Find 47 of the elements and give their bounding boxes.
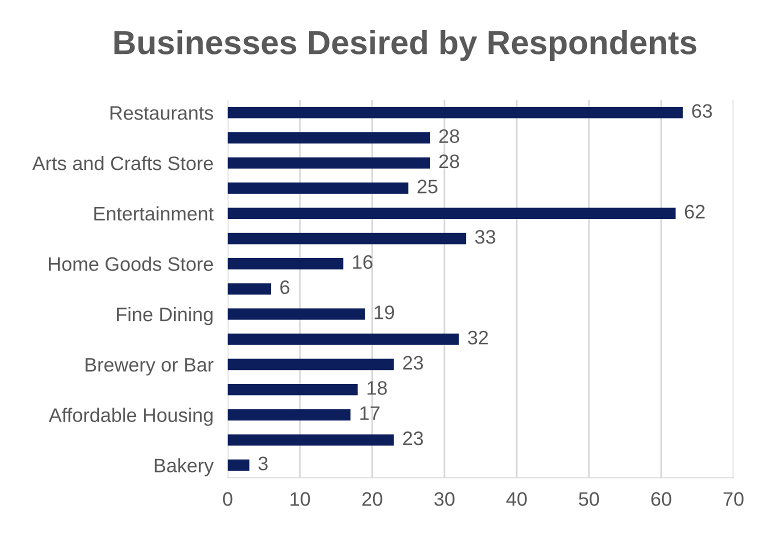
data-label: 33 — [475, 230, 496, 244]
data-label: 17 — [360, 406, 380, 420]
bar — [228, 208, 676, 220]
bar — [228, 434, 394, 446]
data-label: 3 — [258, 456, 268, 470]
y-tick-label: Entertainment — [94, 206, 214, 221]
x-tick-label: 60 — [651, 492, 672, 506]
chart-title: Businesses Desired by Respondents — [114, 30, 696, 62]
data-label: 23 — [403, 431, 423, 446]
x-tick-label: 40 — [506, 492, 527, 506]
bar — [228, 106, 683, 118]
bar — [228, 334, 459, 345]
data-label: 28 — [439, 129, 460, 144]
bar — [228, 460, 250, 471]
x-tick-label: 20 — [362, 492, 382, 506]
bar — [228, 358, 394, 370]
bar — [228, 308, 365, 320]
data-label: 6 — [280, 280, 290, 294]
y-tick-label: Arts and Crafts Store — [32, 156, 213, 170]
bar — [228, 384, 358, 396]
x-tick-label: 70 — [724, 492, 744, 506]
y-tick-label: Restaurants — [110, 106, 214, 120]
data-label: 18 — [368, 381, 387, 395]
bar — [228, 283, 272, 295]
bar — [228, 132, 430, 144]
data-label: 25 — [418, 180, 438, 194]
data-label: 63 — [692, 104, 712, 118]
y-tick-label: Brewery or Bar — [86, 358, 214, 376]
data-label: 62 — [684, 204, 705, 219]
data-label: 23 — [403, 356, 423, 370]
bar — [228, 232, 466, 244]
data-label: 28 — [439, 154, 460, 168]
x-tick-label: 10 — [290, 492, 310, 506]
bar — [228, 157, 430, 169]
y-tick-label: Bakery — [154, 458, 214, 476]
bar — [228, 409, 350, 420]
y-tick-label: Affordable Housing — [48, 408, 213, 426]
y-tick-label: Home Goods Store — [48, 256, 213, 271]
data-label: 19 — [374, 306, 394, 320]
data-label: 32 — [468, 330, 488, 344]
bar — [228, 258, 344, 270]
x-tick-label: 0 — [223, 492, 232, 506]
y-tick-label: Fine Dining — [117, 307, 213, 326]
x-tick-label: 30 — [434, 492, 454, 506]
bar — [228, 182, 408, 194]
x-tick-label: 50 — [578, 492, 599, 506]
data-label: 16 — [353, 255, 372, 269]
